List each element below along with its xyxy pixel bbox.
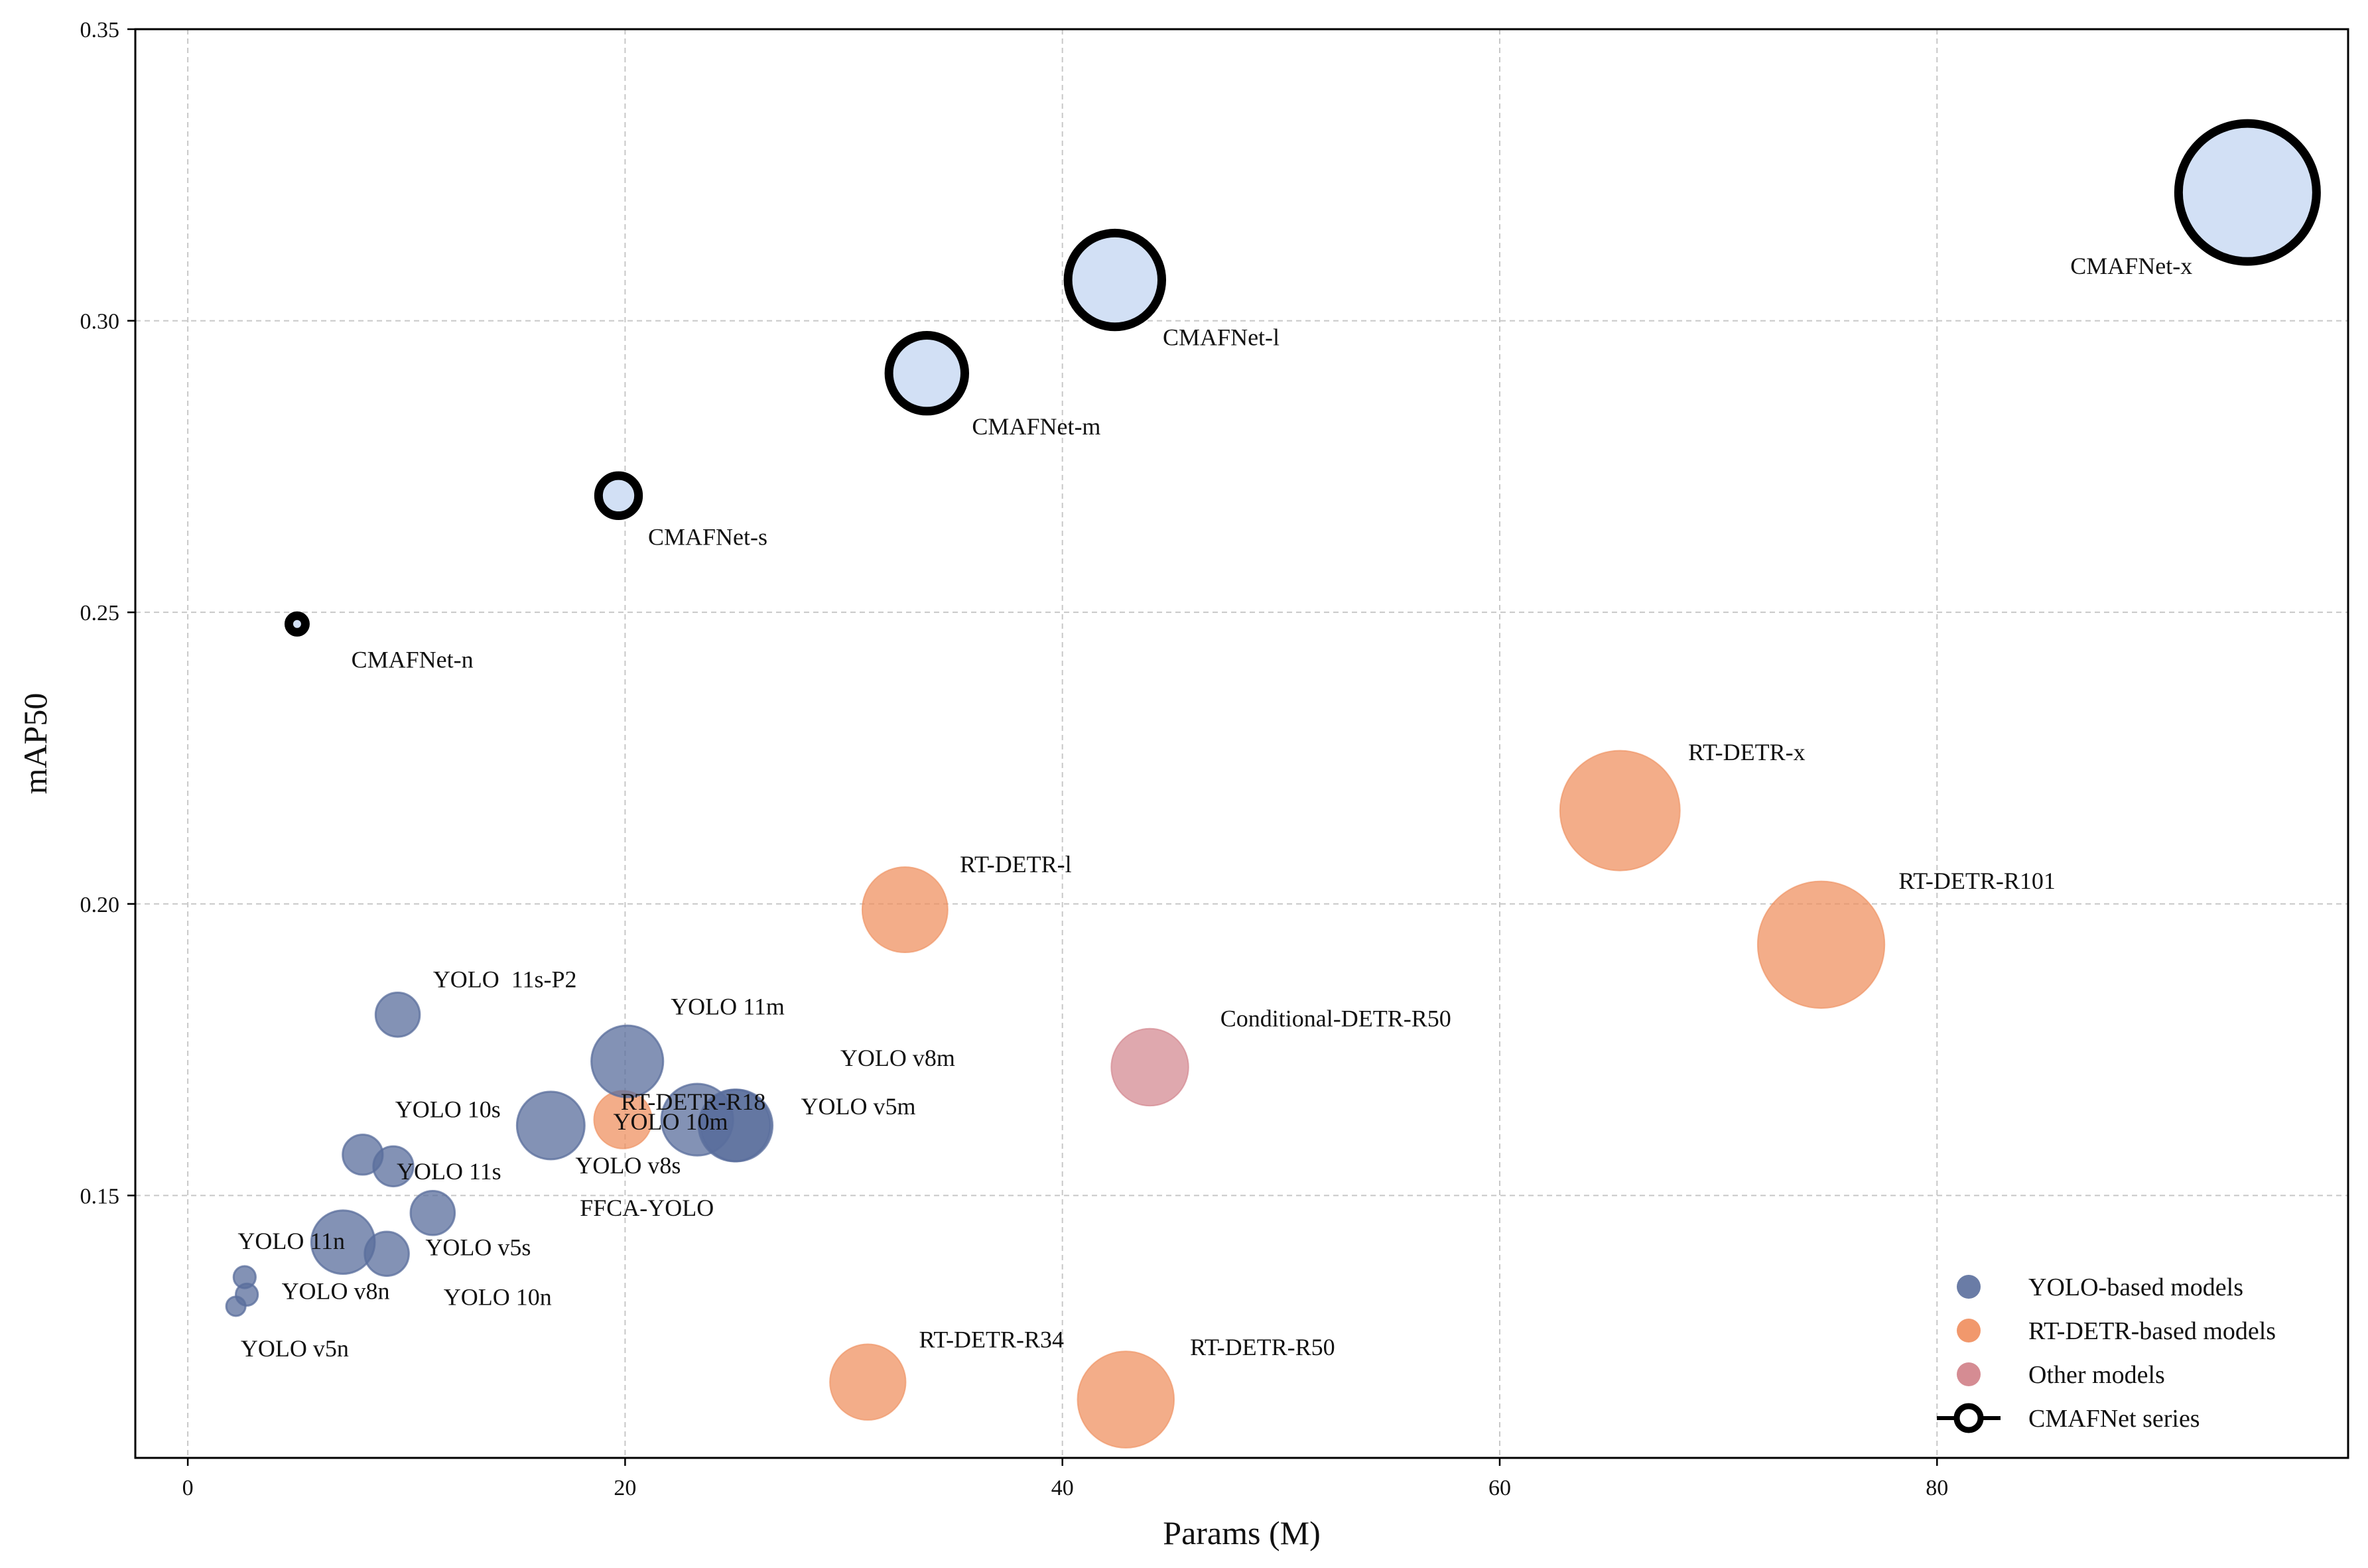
bubble-yolo bbox=[590, 1024, 665, 1098]
legend-marker bbox=[1953, 1403, 1984, 1433]
point-label: CMAFNet-l bbox=[1163, 324, 1280, 350]
point-label: YOLO 11s bbox=[397, 1158, 501, 1185]
bubble-cmafnet bbox=[594, 471, 643, 521]
point-label: YOLO v8s bbox=[575, 1152, 681, 1179]
bubble-rtdetr bbox=[1756, 880, 1886, 1009]
x-tick-label: 0 bbox=[182, 1476, 194, 1500]
legend-marker bbox=[1957, 1362, 1981, 1386]
bubble-rtdetr bbox=[1077, 1350, 1175, 1449]
bubble-yolo bbox=[374, 992, 421, 1038]
legend-label: Other models bbox=[2028, 1361, 2165, 1389]
point-label: CMAFNet-n bbox=[352, 647, 474, 673]
bubble-yolo bbox=[232, 1265, 257, 1289]
legend-label: CMAFNet series bbox=[2028, 1405, 2200, 1433]
legend-label: RT-DETR-based models bbox=[2028, 1317, 2276, 1345]
point-label: RT-DETR-R34 bbox=[919, 1327, 1065, 1353]
x-tick-label: 40 bbox=[1051, 1476, 1074, 1500]
legend-marker bbox=[1957, 1319, 1981, 1342]
bubble-yolo bbox=[225, 1295, 247, 1317]
point-label: YOLO 10m bbox=[613, 1108, 728, 1135]
point-label: RT-DETR-R101 bbox=[1898, 868, 2056, 894]
point-label: CMAFNet-x bbox=[2070, 253, 2192, 279]
point-label: YOLO v5s bbox=[425, 1234, 531, 1260]
point-label: FFCA-YOLO bbox=[580, 1195, 714, 1221]
point-label: Conditional-DETR-R50 bbox=[1220, 1006, 1451, 1032]
point-label: YOLO v8m bbox=[840, 1045, 955, 1071]
x-axis-title: Params (M) bbox=[1163, 1514, 1320, 1551]
bubbles bbox=[225, 119, 2321, 1449]
legend-marker bbox=[1957, 1275, 1981, 1299]
bubble-cmafnet bbox=[2174, 119, 2321, 266]
point-label: RT-DETR-R50 bbox=[1190, 1334, 1335, 1360]
x-tick-label: 80 bbox=[1926, 1476, 1948, 1500]
bubble-cmafnet bbox=[284, 611, 310, 637]
bubble-other bbox=[1110, 1027, 1189, 1107]
bubble-rtdetr bbox=[861, 866, 949, 954]
bubble-yolo bbox=[699, 1088, 774, 1163]
bubble-yolo bbox=[342, 1134, 384, 1176]
y-tick-label: 0.30 bbox=[80, 310, 120, 334]
point-label: YOLO v5n bbox=[241, 1335, 349, 1362]
legend-label: YOLO-based models bbox=[2028, 1274, 2243, 1301]
y-tick-label: 0.15 bbox=[80, 1184, 120, 1209]
x-tick-label: 20 bbox=[614, 1476, 636, 1500]
bubble-rtdetr bbox=[829, 1343, 907, 1421]
point-label: YOLO 10n bbox=[444, 1284, 552, 1311]
bubble-yolo bbox=[515, 1090, 586, 1161]
point-label: RT-DETR-R18 bbox=[621, 1088, 766, 1115]
x-tick-label: 60 bbox=[1488, 1476, 1511, 1500]
point-label: RT-DETR-x bbox=[1688, 739, 1806, 765]
y-axis-title: mAP50 bbox=[17, 693, 54, 795]
axis-ticks: 0 20 40 60 80 0.15 0.20 0.25 0.30 0.35 bbox=[80, 18, 1949, 1500]
point-labels: CMAFNet-n CMAFNet-s CMAFNet-m CMAFNet-l CMAF… bbox=[237, 253, 2192, 1362]
y-tick-label: 0.35 bbox=[80, 18, 120, 42]
point-label: CMAFNet-m bbox=[972, 413, 1100, 440]
bubble-cmafnet bbox=[1063, 228, 1167, 332]
y-tick-label: 0.25 bbox=[80, 601, 120, 625]
point-label: YOLO 11s-P2 bbox=[433, 966, 577, 992]
bubble-cmafnet bbox=[884, 331, 970, 416]
point-label: CMAFNet-s bbox=[648, 524, 767, 551]
point-label: YOLO 11n bbox=[237, 1228, 345, 1254]
plot-frame bbox=[134, 28, 2349, 1459]
point-label: RT-DETR-l bbox=[960, 851, 1072, 878]
bubble-yolo bbox=[310, 1209, 376, 1275]
point-label: YOLO v8n bbox=[282, 1277, 390, 1304]
point-label: YOLO 11m bbox=[671, 993, 785, 1019]
bubble-rtdetr bbox=[1559, 750, 1681, 872]
point-label: YOLO 10s bbox=[395, 1096, 501, 1123]
point-label: YOLO v5m bbox=[801, 1093, 916, 1120]
y-tick-label: 0.20 bbox=[80, 893, 120, 917]
legend: YOLO-based models RT-DETR-based models Oth… bbox=[1937, 1274, 2276, 1433]
bubble-yolo bbox=[409, 1189, 456, 1236]
